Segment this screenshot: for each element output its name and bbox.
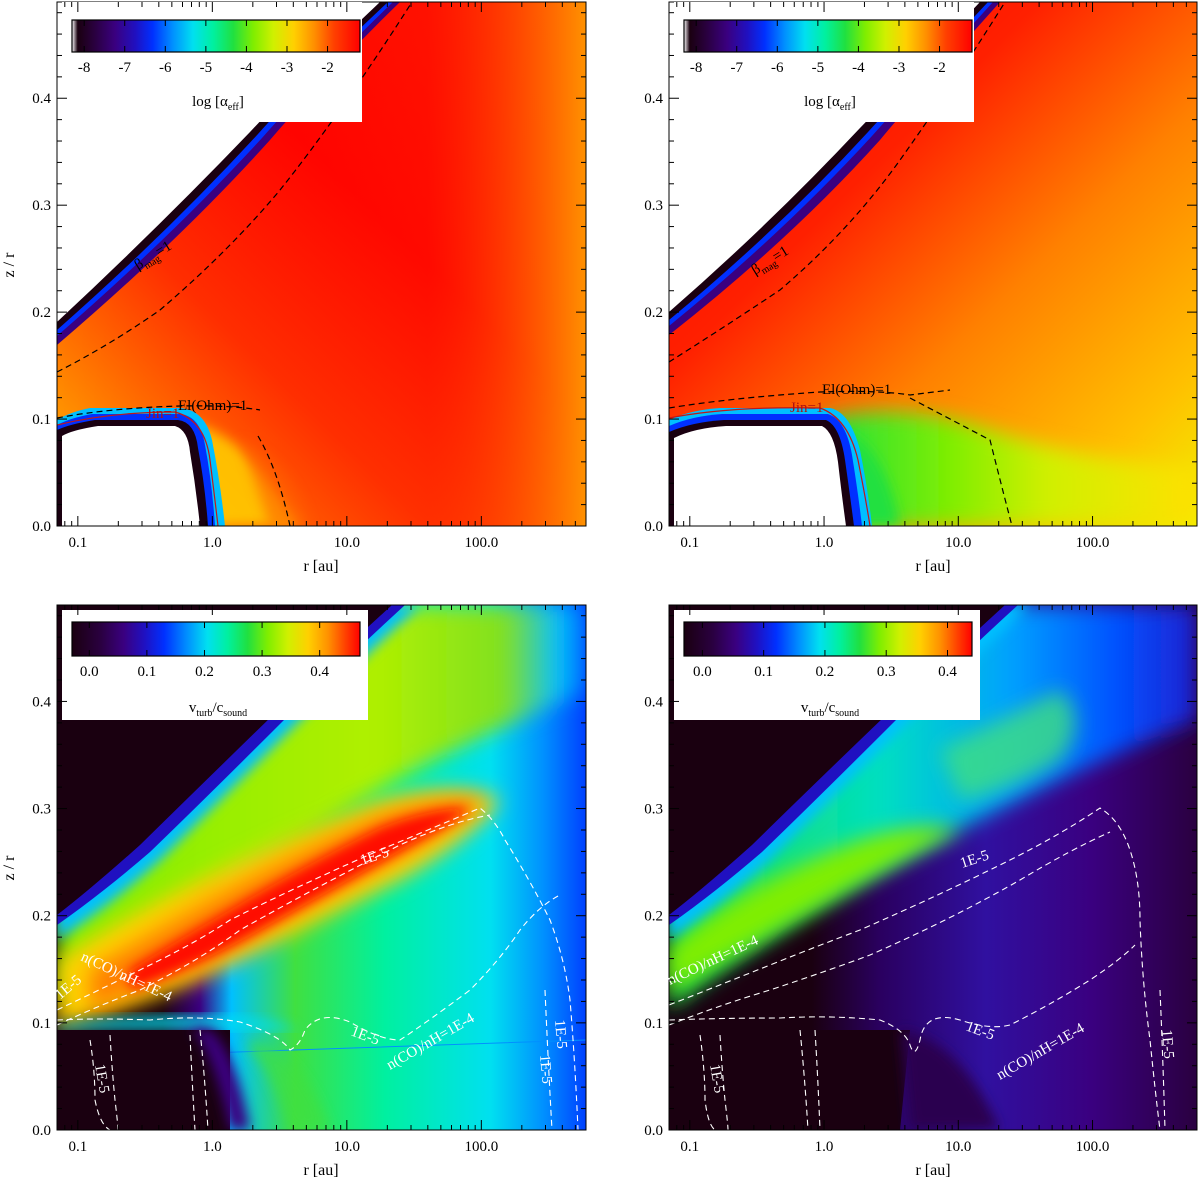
y-tick-label: 0.3 — [32, 198, 51, 214]
panel-bottom-right: 0.0 0.1 0.2 0.3 0.4 vturb/csound n(CO)/nH=1E… — [644, 604, 1198, 1179]
contour-label-elohm: El(Ohm)=1 — [178, 398, 247, 414]
y-tick-label: 0.2 — [32, 909, 51, 925]
colorbar-tick-label: 0.4 — [310, 664, 329, 680]
colorbar-tick-label: 0.1 — [754, 664, 773, 680]
y-tick-label: 0.0 — [32, 1123, 51, 1139]
contour-label-1e5: 1E-5 — [91, 1063, 112, 1095]
x-tick-label: 10.0 — [334, 1139, 360, 1155]
y-tick-label: 0.1 — [32, 1016, 51, 1032]
y-tick-label: 0.0 — [32, 519, 51, 535]
contour-label-1e5: 1E-5 — [706, 1063, 727, 1095]
y-tick-label: 0.2 — [32, 305, 51, 321]
y-tick-label: 0.1 — [32, 412, 51, 428]
colorbar-tick-label: -7 — [118, 60, 131, 76]
colorbar-tick-label: -4 — [852, 60, 865, 76]
panel-top-right: -8 -7 -6 -5 -4 -3 -2 log [αeff] βmag=1 El(Ohm)… — [644, 1, 1198, 575]
colorbar-tick-label: -3 — [893, 60, 906, 76]
x-axis-title: r [au] — [303, 558, 338, 575]
colorbar-tick-label: -8 — [690, 60, 703, 76]
colorbar-tick-label: 0.3 — [877, 664, 896, 680]
y-tick-label: 0.0 — [644, 519, 663, 535]
y-tick-label: 0.3 — [644, 198, 663, 214]
axes-top-right: 0.1 1.0 10.0 100.0 0.0 0.1 0.2 0.3 0.4 — [644, 2, 1198, 551]
y-tick-label: 0.2 — [644, 305, 663, 321]
y-tick-label: 0.3 — [32, 802, 51, 818]
y-tick-label: 0.2 — [644, 909, 663, 925]
colorbar-label: log [αeff] — [804, 94, 856, 113]
colorbar-top-left: -8 -7 -6 -5 -4 -3 -2 log [αeff] — [62, 2, 362, 122]
axes-top-left: 0.1 1.0 10.0 100.0 0.0 0.1 0.2 0.3 0.4 — [32, 2, 587, 551]
colorbar-tick-label: -7 — [730, 60, 743, 76]
colorbar-tick-label: -2 — [933, 60, 946, 76]
axes-bottom-left: 0.1 1.0 10.0 100.0 0.0 0.1 0.2 0.3 0.4 — [32, 605, 587, 1155]
y-tick-label: 0.4 — [32, 694, 51, 710]
y-tick-label: 0.3 — [644, 802, 663, 818]
colorbar-ticks: -8 -7 -6 -5 -4 -3 -2 — [690, 20, 946, 76]
x-tick-label: 1.0 — [203, 1139, 222, 1155]
colorbar-tick-label: 0.4 — [938, 664, 957, 680]
y-tick-label: 0.0 — [644, 1123, 663, 1139]
x-tick-label: 10.0 — [945, 535, 971, 551]
colorbar-tick-label: 0.2 — [816, 664, 835, 680]
axes-bottom-right: 0.1 1.0 10.0 100.0 0.0 0.1 0.2 0.3 0.4 — [644, 605, 1198, 1155]
colorbar-tick-label: 0.2 — [195, 664, 214, 680]
contour-label-1e5: 1E-5 — [551, 1019, 569, 1049]
colorbar-tick-label: -5 — [812, 60, 825, 76]
x-axis-title: r [au] — [303, 1162, 338, 1179]
colorbar-tick-label: 0.0 — [80, 664, 99, 680]
colorbar-tick-label: -5 — [200, 60, 213, 76]
colorbar-tick-label: -2 — [321, 60, 334, 76]
panel-top-left: -8 -7 -6 -5 -4 -3 -2 log [αeff] βmag=1 El(Ohm)… — [1, 1, 587, 575]
y-tick-label: 0.1 — [644, 412, 663, 428]
colorbar-tick-label: 0.0 — [693, 664, 712, 680]
colorbar-tick-label: -3 — [281, 60, 294, 76]
colorbar-ticks: -8 -7 -6 -5 -4 -3 -2 — [78, 20, 334, 76]
contour-label-jin: Jin=1 — [790, 400, 823, 416]
colorbar-bottom-left: 0.0 0.1 0.2 0.3 0.4 vturb/csound — [62, 610, 368, 720]
colorbar-tick-label: 0.1 — [138, 664, 157, 680]
x-tick-label: 1.0 — [815, 535, 834, 551]
colorbar-tick-label: -6 — [771, 60, 784, 76]
x-tick-label: 0.1 — [68, 1139, 87, 1155]
colorbar-label: vturb/csound — [801, 700, 859, 719]
x-axis-title: r [au] — [915, 558, 950, 575]
x-tick-label: 100.0 — [1076, 1139, 1110, 1155]
colorbar-ticks: 0.0 0.1 0.2 0.3 0.4 — [80, 622, 330, 680]
colorbar-tick-label: -4 — [240, 60, 253, 76]
colorbar-ticks: 0.0 0.1 0.2 0.3 0.4 — [693, 622, 957, 680]
x-tick-label: 10.0 — [945, 1139, 971, 1155]
y-tick-label: 0.4 — [644, 694, 663, 710]
x-tick-label: 100.0 — [464, 535, 498, 551]
y-axis-title: z / r — [1, 252, 18, 278]
x-tick-label: 1.0 — [203, 535, 222, 551]
contour-label-elohm: El(Ohm)=1 — [822, 382, 891, 398]
contour-label-jin: Jin=1 — [146, 406, 179, 422]
x-tick-label: 0.1 — [68, 535, 87, 551]
y-tick-label: 0.4 — [32, 91, 51, 107]
x-axis-title: r [au] — [915, 1162, 950, 1179]
x-tick-label: 100.0 — [464, 1139, 498, 1155]
colorbar-bottom-right: 0.0 0.1 0.2 0.3 0.4 vturb/csound — [674, 610, 980, 720]
panel-bottom-left: 0.0 0.1 0.2 0.3 0.4 vturb/csound 1E-5 n(CO)/… — [1, 604, 587, 1179]
x-tick-label: 0.1 — [680, 535, 699, 551]
x-tick-label: 100.0 — [1076, 535, 1110, 551]
x-tick-label: 10.0 — [334, 535, 360, 551]
colorbar-tick-label: -6 — [159, 60, 172, 76]
x-tick-label: 0.1 — [680, 1139, 699, 1155]
y-tick-label: 0.1 — [644, 1016, 663, 1032]
colorbar-top-right: -8 -7 -6 -5 -4 -3 -2 log [αeff] — [674, 2, 974, 122]
colorbar-label: log [αeff] — [192, 94, 244, 113]
contour-label-1e5: 1E-5 — [1158, 1029, 1176, 1059]
y-axis-title: z / r — [1, 855, 18, 881]
colorbar-label: vturb/csound — [189, 700, 247, 719]
x-tick-label: 1.0 — [815, 1139, 834, 1155]
colorbar-tick-label: -8 — [78, 60, 91, 76]
colorbar-tick-label: 0.3 — [253, 664, 272, 680]
y-tick-label: 0.4 — [644, 91, 663, 107]
contour-label-1e5: 1E-5 — [536, 1054, 554, 1084]
